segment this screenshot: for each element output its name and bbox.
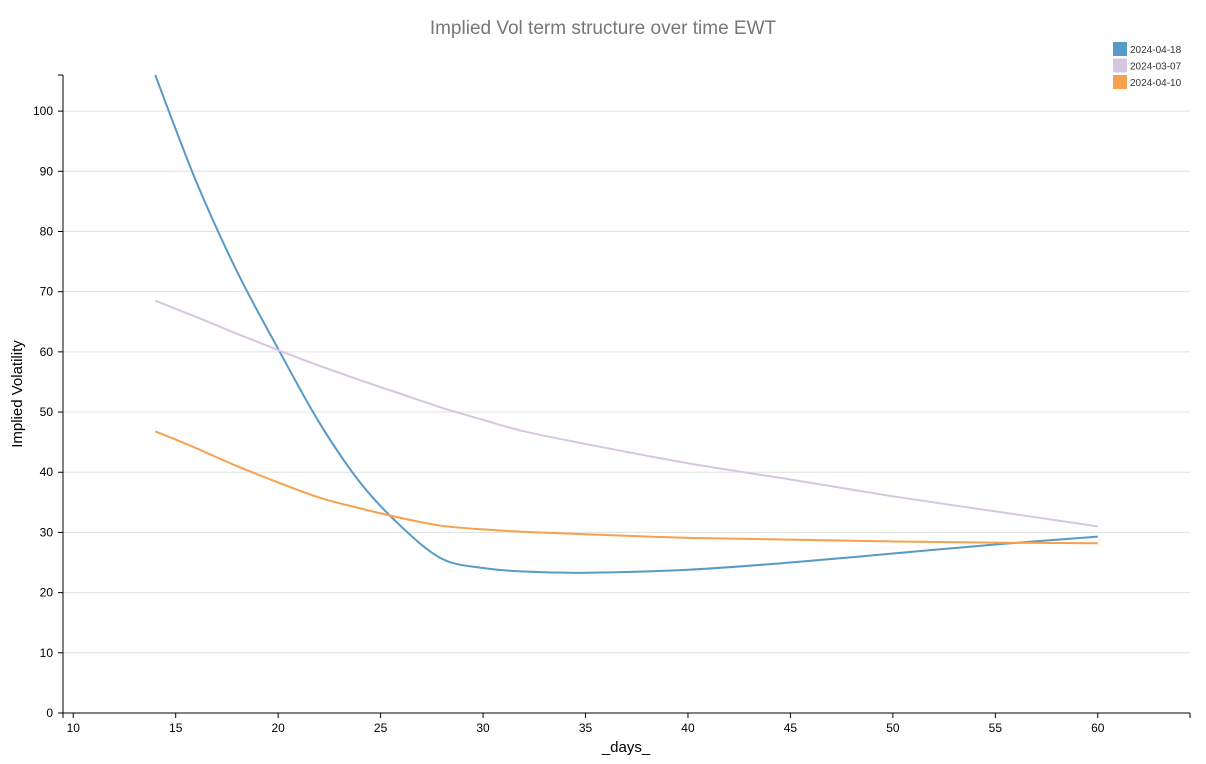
x-tick-label: 30 (476, 721, 490, 735)
legend-swatch (1113, 58, 1127, 73)
series-line-2024-03-07 (154, 299, 1098, 528)
y-tick-label: 30 (40, 525, 54, 539)
y-tick-label: 80 (40, 224, 54, 238)
x-tick-label: 50 (886, 721, 900, 735)
axes (58, 74, 1191, 718)
x-tick-label: 60 (1091, 721, 1105, 735)
x-tick-label: 45 (784, 721, 798, 735)
y-tick-label: 20 (40, 586, 54, 600)
legend-entry-label: 2024-03-07 (1130, 62, 1182, 73)
x-tick-label: 25 (374, 721, 388, 735)
x-tick-label: 10 (67, 721, 81, 735)
series-line-2024-04-18 (154, 74, 1098, 574)
x-tick-label: 40 (681, 721, 695, 735)
y-axis-label: Implied Volatility (9, 340, 26, 448)
legend: 2024-04-18 2024-03-07 2024-04-10 (1113, 42, 1182, 89)
y-tick-label: 50 (40, 405, 54, 419)
x-axis-label: _days_ (601, 739, 651, 756)
y-tick-label: 0 (46, 706, 53, 720)
x-tick-label: 20 (271, 721, 285, 735)
series-lines (154, 74, 1098, 574)
y-tick-label: 90 (40, 164, 54, 178)
x-tick-label: 15 (169, 721, 183, 735)
legend-swatch (1113, 75, 1127, 89)
y-tick-label: 100 (33, 104, 53, 118)
chart-title: Implied Vol term structure over time EWT (430, 18, 777, 39)
series-line-2024-04-10 (154, 430, 1098, 545)
x-tick-label: 55 (989, 721, 1003, 735)
y-tick-label: 10 (40, 646, 54, 660)
y-tick-label: 40 (40, 465, 54, 479)
legend-entry-label: 2024-04-18 (1130, 45, 1182, 56)
tick-labels: 0 10 20 30 40 50 60 70 80 90 100 10 15 20 25 30 35 40 45 50… (33, 104, 1105, 735)
y-tick-label: 70 (40, 285, 54, 299)
x-tick-label: 35 (579, 721, 593, 735)
legend-entry-label: 2024-04-10 (1130, 78, 1182, 89)
legend-swatch (1113, 42, 1127, 56)
y-tick-label: 60 (40, 345, 54, 359)
